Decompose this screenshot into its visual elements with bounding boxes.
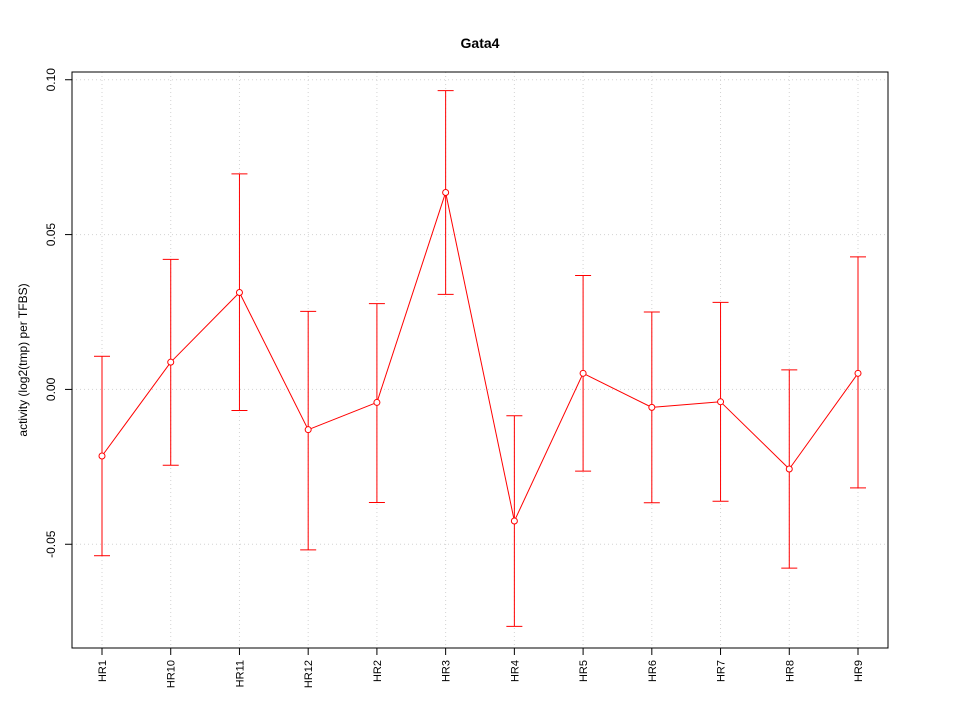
series-line-segment (788, 373, 859, 470)
data-point (510, 517, 518, 525)
x-tick-label: HR7 (716, 660, 728, 682)
x-tick-label: HR4 (509, 660, 521, 682)
series-line-segment (170, 292, 240, 363)
x-tick-label: HR11 (234, 660, 246, 687)
y-tick-label: -0.05 (44, 530, 58, 558)
x-tick-label: HR5 (578, 660, 590, 682)
y-tick-label: 0.10 (44, 68, 58, 92)
data-point (373, 398, 381, 406)
x-tick-label: HR6 (647, 660, 659, 682)
data-point (167, 358, 175, 366)
x-tick-label: HR9 (853, 660, 865, 682)
plot-frame (71, 71, 889, 649)
series-line-segment (101, 361, 172, 457)
x-tick-label: HR12 (303, 660, 315, 688)
y-axis-label: activity (log2(tmp) per TFBS) (16, 283, 30, 436)
x-tick-label: HR8 (784, 660, 796, 682)
chart-title: Gata4 (461, 35, 500, 51)
series-line-segment (582, 372, 653, 408)
y-axis: -0.05 0.00 0.05 0.10 (44, 68, 72, 558)
y-tick-label: 0.05 (44, 223, 58, 247)
data-point (235, 288, 243, 296)
x-tick-label: HR2 (372, 660, 384, 682)
series-line-segment (651, 401, 721, 408)
data-point (579, 369, 587, 377)
data-point (442, 188, 450, 196)
y-tick-label: 0.00 (44, 377, 58, 401)
x-tick-label: HR1 (97, 660, 109, 682)
data-point (717, 398, 725, 406)
data-point (98, 452, 106, 460)
series-line-segment (720, 401, 790, 470)
data-point (785, 465, 793, 473)
grid-lines (72, 72, 888, 648)
x-tick-label: HR10 (166, 660, 178, 688)
series-line-segment (513, 373, 584, 522)
data-point (304, 426, 312, 434)
x-tick-label: HR3 (441, 660, 453, 682)
data-point (854, 369, 862, 377)
series-line-segment (239, 292, 309, 430)
series-line-segment (445, 192, 515, 522)
data-point (648, 403, 656, 411)
series-line-segment (376, 192, 447, 403)
series-layer (94, 90, 866, 627)
x-axis: HR1 HR10 HR11 HR12 HR2 HR3 HR4 HR5 HR6 HR7 HR8 HR9 (97, 648, 865, 688)
series-line-segment (307, 401, 378, 431)
